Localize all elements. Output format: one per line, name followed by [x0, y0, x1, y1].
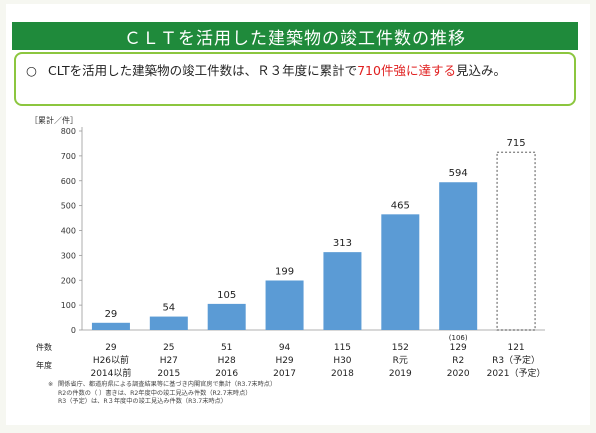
- page-title: ＣＬＴを活用した建築物の竣工件数の推移: [12, 22, 578, 50]
- count-label: 25: [163, 343, 174, 353]
- category-label-western: 2019: [389, 369, 412, 379]
- count-note: (106): [449, 334, 468, 342]
- category-label: R元: [393, 356, 408, 366]
- data-label: 199: [275, 266, 294, 277]
- category-label-western: 2014以前: [90, 367, 131, 379]
- bar: [149, 316, 188, 330]
- category-label: R3（予定）: [492, 354, 540, 366]
- y-axis-label: ［累計／件］: [30, 115, 78, 125]
- summary-highlight: 710件強に達する: [357, 63, 456, 78]
- category-label: H27: [160, 356, 178, 366]
- count-label: 129: [450, 343, 467, 353]
- data-label: 715: [507, 138, 526, 149]
- notes: ※ 関係省庁、都道府県による調査結果等に基づき内閣官房で集計（R3.7末時点） …: [48, 381, 418, 407]
- bar-projected: [496, 151, 536, 331]
- category-label: R2: [452, 356, 464, 366]
- row-label-year: 年度: [36, 360, 52, 370]
- bar: [323, 252, 362, 330]
- page-title-text: ＣＬＴを活用した建築物の竣工件数の推移: [124, 28, 466, 49]
- count-label: 152: [392, 343, 409, 353]
- y-tick-label: 400: [61, 227, 76, 236]
- category-label-western: 2016: [215, 369, 238, 379]
- y-tick-label: 200: [61, 276, 76, 285]
- category-label-western: 2015: [157, 369, 180, 379]
- data-label: 594: [449, 168, 468, 179]
- data-label: 313: [333, 238, 352, 249]
- summary-prefix: CLTを活用した建築物の竣工件数は、Ｒ３年度に累計で: [48, 63, 358, 78]
- category-label: H29: [275, 356, 293, 366]
- data-label: 29: [105, 309, 118, 320]
- y-tick-label: 0: [71, 326, 76, 335]
- count-label: 94: [279, 343, 291, 353]
- note-line-3: R3（予定）は、R３年度中の竣工見込み件数（R3.7末時点）: [58, 398, 227, 405]
- note-line-2: R2の件数の（ ）書きは、R2年度中の竣工見込み件数（R2.7末時点）: [58, 389, 252, 397]
- bullet-icon: ○: [26, 63, 37, 78]
- bar: [381, 214, 420, 330]
- note-line-1: 関係省庁、都道府県による調査結果等に基づき内閣官房で集計（R3.7末時点）: [58, 381, 277, 388]
- category-label-western: 2017: [273, 369, 296, 379]
- summary-box: ○ CLTを活用した建築物の竣工件数は、Ｒ３年度に累計で710件強に達する見込み。: [14, 52, 576, 106]
- data-label: 465: [391, 200, 410, 211]
- category-label-western: 2020: [447, 369, 470, 379]
- data-label: 105: [217, 290, 236, 301]
- category-label: H30: [333, 356, 351, 366]
- count-label: 29: [105, 343, 117, 353]
- summary-suffix: 見込み。: [455, 63, 506, 78]
- y-tick-label: 600: [61, 177, 76, 186]
- row-label-count: 件数: [36, 342, 52, 352]
- count-label: 115: [334, 343, 351, 353]
- bar: [207, 303, 246, 330]
- y-tick-label: 300: [61, 251, 76, 260]
- y-tick-label: 500: [61, 202, 76, 211]
- bar: [265, 280, 304, 330]
- category-label: H28: [218, 356, 236, 366]
- data-label: 54: [162, 303, 175, 314]
- count-label: 121: [507, 343, 524, 353]
- bar: [439, 182, 478, 330]
- y-tick-label: 100: [61, 301, 76, 310]
- bar: [91, 322, 130, 330]
- y-tick-label: 700: [61, 152, 76, 161]
- category-label-western: 2018: [331, 369, 354, 379]
- category-label: H26以前: [93, 354, 129, 366]
- notes-mark: ※: [48, 381, 54, 388]
- count-label: 51: [221, 343, 232, 353]
- y-tick-label: 800: [61, 127, 76, 136]
- category-label-western: 2021（予定）: [487, 367, 546, 379]
